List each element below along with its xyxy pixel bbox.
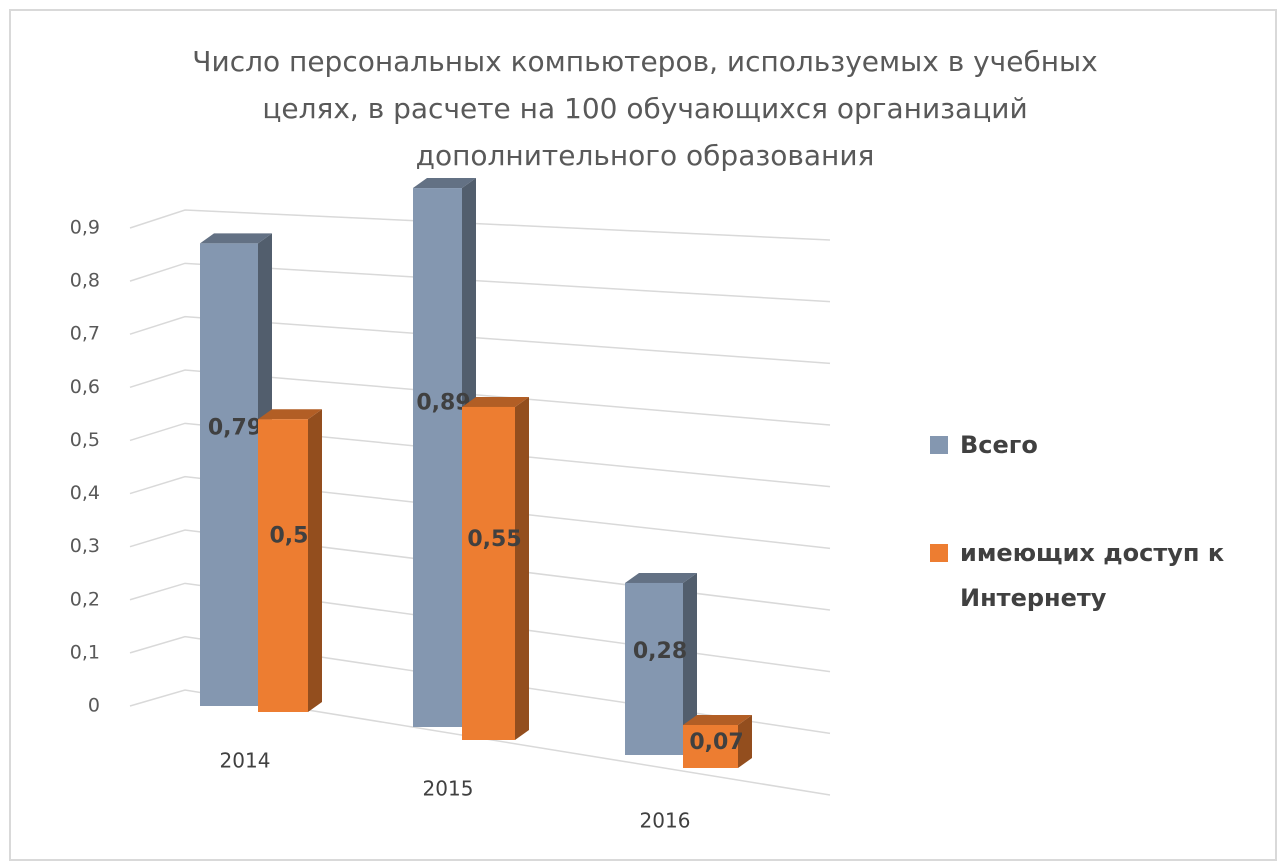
bar-side bbox=[515, 396, 529, 740]
legend-label: имеющих доступ к Интернету bbox=[960, 539, 1225, 612]
bar bbox=[683, 724, 738, 768]
bar bbox=[258, 419, 308, 712]
x-tick-label: 2015 bbox=[423, 777, 474, 801]
bar-top bbox=[200, 233, 272, 244]
y-tick-label: 0,6 bbox=[70, 376, 100, 398]
bar bbox=[413, 188, 462, 728]
y-tick-label: 0,7 bbox=[70, 323, 100, 345]
y-tick-label: 0,1 bbox=[70, 641, 100, 663]
legend-swatch bbox=[930, 436, 948, 454]
bar-side bbox=[683, 572, 697, 755]
y-tick-label: 0,4 bbox=[70, 482, 100, 504]
x-tick-label: 2016 bbox=[640, 809, 691, 833]
data-label: 0,28 bbox=[633, 639, 687, 664]
bar-top bbox=[413, 178, 476, 189]
bar-side bbox=[308, 409, 322, 712]
y-tick-label: 0,3 bbox=[70, 535, 100, 557]
grid-line bbox=[129, 475, 831, 550]
grid-line bbox=[129, 529, 831, 611]
y-tick-label: 0,2 bbox=[70, 588, 100, 610]
data-label: 0,07 bbox=[689, 730, 743, 755]
grid-line bbox=[129, 369, 831, 426]
x-tick-label: 2014 bbox=[220, 749, 271, 773]
data-label: 0,79 bbox=[208, 415, 262, 440]
chart-title: Число персональных компьютеров, использу… bbox=[192, 45, 1098, 172]
bar-top bbox=[683, 714, 752, 725]
data-label: 0,5 bbox=[270, 523, 309, 548]
data-label: 0,89 bbox=[416, 391, 470, 416]
grid-line bbox=[129, 422, 831, 488]
legend-swatch bbox=[930, 544, 948, 562]
chart-border bbox=[9, 9, 1277, 861]
y-tick-label: 0,5 bbox=[70, 429, 100, 451]
bar-top bbox=[625, 572, 697, 583]
bar bbox=[462, 406, 515, 740]
grid-line bbox=[129, 209, 831, 241]
grid-line bbox=[129, 689, 831, 796]
bar-top bbox=[462, 396, 529, 407]
y-tick-label: 0,8 bbox=[70, 270, 100, 292]
y-tick-label: 0 bbox=[88, 695, 100, 717]
bar bbox=[625, 582, 683, 755]
data-label: 0,55 bbox=[467, 527, 521, 552]
grid-line bbox=[129, 315, 831, 365]
y-tick-label: 0,9 bbox=[70, 217, 100, 239]
bar-top bbox=[258, 409, 322, 420]
bar-side bbox=[738, 714, 752, 768]
grid-line bbox=[129, 262, 831, 303]
grid-line bbox=[129, 635, 831, 735]
legend-label: Всего bbox=[960, 431, 1038, 459]
grid-line bbox=[129, 582, 831, 673]
bar bbox=[200, 243, 258, 706]
